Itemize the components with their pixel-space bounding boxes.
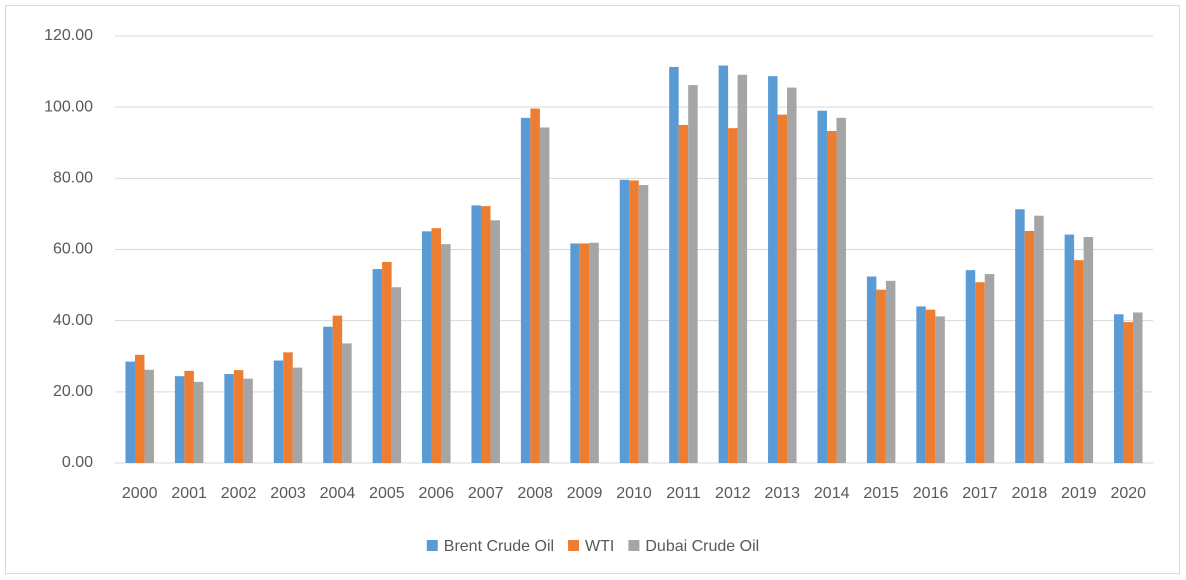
x-tick-label: 2008: [517, 485, 553, 502]
bar: [1015, 209, 1025, 463]
bar: [193, 381, 204, 463]
bar: [174, 376, 185, 463]
bar: [372, 269, 383, 463]
x-tick-label: 2018: [1012, 485, 1048, 502]
bar: [422, 231, 432, 463]
bar: [678, 124, 689, 463]
y-tick-label: 80.00: [53, 170, 93, 187]
bar: [1064, 234, 1075, 463]
x-tick-label: 2013: [764, 485, 800, 502]
x-tick-label: 2016: [913, 485, 949, 502]
x-tick-label: 2002: [221, 485, 257, 502]
bar: [1123, 322, 1134, 463]
bar: [144, 369, 154, 463]
bar: [480, 206, 491, 464]
bar: [975, 282, 985, 463]
x-tick-label: 2009: [567, 485, 603, 502]
y-tick-label: 60.00: [53, 241, 93, 258]
bar: [935, 316, 945, 463]
x-tick-label: 2007: [468, 485, 504, 502]
bar: [224, 374, 234, 463]
bar: [1083, 237, 1094, 463]
bar: [688, 85, 698, 463]
x-tick-label: 2012: [715, 485, 751, 502]
bar: [629, 180, 639, 464]
bar: [539, 127, 550, 464]
x-tick-label: 2001: [171, 485, 207, 502]
x-tick-label: 2006: [418, 485, 454, 502]
bar: [431, 228, 442, 463]
bar: [382, 261, 392, 463]
legend-swatch: [628, 540, 640, 551]
legend-swatch: [568, 540, 580, 551]
bar: [570, 243, 580, 463]
bar: [916, 306, 926, 463]
x-tick-label: 2005: [369, 485, 405, 502]
bar: [925, 309, 936, 463]
x-tick-label: 2004: [320, 485, 356, 502]
bar: [490, 220, 500, 463]
bar: [292, 367, 303, 463]
bar: [984, 274, 995, 463]
legend-swatch: [426, 540, 438, 551]
bar: [817, 110, 827, 463]
y-tick-label: 120.00: [44, 27, 93, 44]
bar: [965, 270, 976, 463]
y-tick-label: 40.00: [53, 312, 93, 329]
bar: [1114, 314, 1124, 463]
legend-label: WTI: [585, 538, 614, 555]
bar: [342, 343, 352, 463]
bar: [1133, 312, 1143, 463]
bar: [391, 287, 402, 463]
x-tick-label: 2010: [616, 485, 652, 502]
bar: [619, 179, 630, 464]
y-tick-label: 100.00: [44, 98, 93, 115]
legend-label: Dubai Crude Oil: [645, 538, 759, 555]
x-tick-label: 2003: [270, 485, 306, 502]
bar: [718, 65, 729, 463]
bar: [273, 360, 284, 463]
bar: [323, 326, 333, 463]
bar: [787, 87, 797, 464]
x-tick-label: 2015: [863, 485, 899, 502]
bar: [866, 276, 877, 463]
y-tick-label: 0.00: [62, 454, 93, 471]
bar: [134, 354, 145, 463]
x-tick-label: 2017: [962, 485, 998, 502]
bar: [876, 289, 886, 463]
x-tick-label: 2020: [1110, 485, 1146, 502]
bar: [233, 370, 244, 463]
bar: [777, 114, 788, 464]
bar: [1074, 260, 1084, 463]
bar: [520, 117, 531, 463]
bar: [669, 66, 679, 464]
bar: [768, 76, 778, 463]
bar: [728, 128, 738, 463]
bar: [579, 243, 590, 463]
y-tick-label: 20.00: [53, 383, 93, 400]
bar: [836, 117, 846, 463]
bar: [826, 131, 837, 463]
bar: [530, 108, 540, 463]
legend-label: Brent Crude Oil: [444, 538, 554, 555]
bar: [125, 361, 135, 463]
bar: [589, 242, 599, 463]
bar: [283, 352, 293, 463]
bar: [885, 280, 896, 463]
bar: [737, 74, 748, 464]
bar: [471, 205, 481, 464]
bar: [332, 315, 343, 463]
x-tick-label: 2000: [122, 485, 158, 502]
bar: [638, 185, 649, 463]
x-tick-label: 2019: [1061, 485, 1097, 502]
bar: [184, 370, 194, 463]
x-tick-label: 2011: [666, 485, 701, 502]
x-tick-label: 2014: [814, 485, 850, 502]
bar: [1024, 230, 1035, 463]
bar: [441, 244, 451, 463]
bar: [1034, 215, 1044, 463]
bar: [243, 378, 253, 463]
